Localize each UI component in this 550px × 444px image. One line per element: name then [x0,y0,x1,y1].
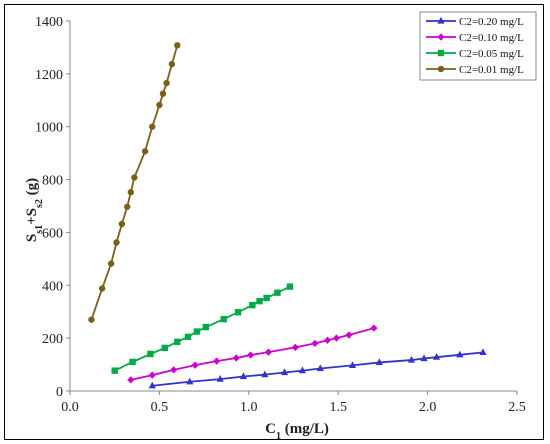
data-point [98,285,106,292]
data-point [170,366,178,374]
data-point [332,334,341,342]
data-point [437,16,445,24]
data-point [113,239,120,246]
data-point [264,348,273,356]
y-axis-label: Ss1+Ss2 (g) [24,178,45,242]
data-point [159,90,167,97]
data-point [437,65,445,73]
data-point [232,354,240,362]
legend-entry: C2=0.20 mg/L [426,16,524,28]
y-tick-label: 0 [56,385,63,400]
legend-label: C2=0.05 mg/L [459,48,524,60]
data-point [220,315,227,323]
y-tick-label: 400 [42,279,63,294]
data-point [261,370,269,378]
series-triangle [148,348,487,389]
data-point [323,336,332,344]
y-tick-label: 200 [42,332,63,347]
data-point [124,203,131,210]
data-point [246,351,255,359]
data-point [256,297,263,305]
data-point [479,348,487,356]
data-point [274,289,281,296]
data-point [186,377,194,385]
data-point [161,344,168,352]
x-tick-label: 1.0 [240,400,258,415]
x-tick-label: 0.0 [61,400,79,415]
data-point [129,358,136,366]
data-point [174,338,181,346]
series-circle [88,42,181,323]
data-point [202,323,210,331]
y-tick-label: 1400 [35,15,63,30]
legend-label: C2=0.01 mg/L [459,64,524,76]
data-point [216,375,224,382]
series-diamond [127,324,378,384]
data-point [437,49,445,57]
data-point [131,174,138,181]
x-tick-label: 1.5 [329,400,347,415]
x-axis-label: C1 (mg/L) [265,421,329,442]
data-point [437,33,445,41]
x-tick-label: 2.5 [508,400,526,415]
data-point [127,376,135,384]
legend-label: C2=0.10 mg/L [459,32,524,44]
data-point [111,367,118,374]
data-point [174,42,181,49]
data-point [107,260,115,267]
data-point [407,355,416,363]
data-point [311,339,319,348]
data-point [156,101,163,109]
data-point [298,366,307,374]
data-point [432,353,441,360]
data-point [420,354,428,362]
data-point [88,316,95,323]
data-point [234,309,242,316]
series-square [111,283,294,374]
series-line [90,45,179,320]
data-point [249,301,256,309]
data-point [149,123,156,130]
x-tick-label: 2.0 [419,400,437,415]
series-line [152,351,484,387]
y-tick-label: 800 [42,174,63,189]
legend-entry: C2=0.10 mg/L [426,32,524,44]
data-point [370,324,378,332]
data-point [163,79,170,87]
data-point [118,220,126,228]
data-point [291,343,299,351]
series-layer [88,42,487,389]
data-point [345,331,353,339]
legend-entry: C2=0.01 mg/L [426,64,524,76]
legend: C2=0.20 mg/L C2=0.10 mg/L C2=0.05 mg/L C2=0… [419,11,537,81]
y-tick-label: 1000 [35,121,63,136]
data-point [375,358,383,366]
data-point [286,283,294,290]
data-point [168,60,176,68]
legend-label: C2=0.20 mg/L [459,16,524,28]
data-point [148,381,156,389]
data-point [280,368,289,376]
data-point [191,361,199,369]
data-point [456,350,464,358]
data-point [263,294,270,302]
data-point [148,371,156,379]
y-tick-label: 600 [42,226,63,241]
data-point [213,357,221,365]
data-point [147,350,154,358]
y-tick-label: 1200 [35,68,63,83]
data-point [193,328,201,335]
x-tick-label: 0.5 [151,400,169,415]
data-point [141,148,149,155]
data-point [127,189,134,196]
data-point [184,333,192,341]
data-point [316,364,324,372]
data-point [239,372,248,380]
axes: 0 200 400 600 800 1000 1200 1400 0.0 0.5 1.0 1.5 2.0… [35,15,526,415]
legend-entry: C2=0.05 mg/L [426,48,524,60]
data-point [348,361,357,368]
